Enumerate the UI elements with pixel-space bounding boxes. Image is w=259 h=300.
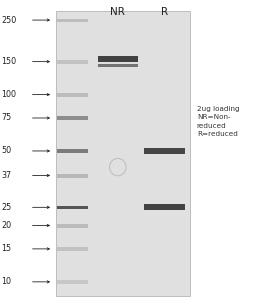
- Text: 150: 150: [1, 57, 16, 66]
- Bar: [57, 60, 88, 64]
- Bar: [57, 206, 88, 209]
- Bar: [56, 11, 190, 296]
- Text: 37: 37: [1, 171, 11, 180]
- Text: 2ug loading
NR=Non-
reduced
R=reduced: 2ug loading NR=Non- reduced R=reduced: [197, 106, 240, 137]
- Bar: [57, 149, 88, 153]
- Bar: [57, 248, 88, 251]
- Bar: [57, 93, 88, 97]
- Text: 25: 25: [1, 203, 12, 212]
- Text: 50: 50: [1, 146, 11, 155]
- Text: 10: 10: [1, 278, 11, 286]
- Text: 15: 15: [1, 244, 11, 253]
- Bar: [98, 56, 138, 62]
- Bar: [145, 204, 185, 210]
- Bar: [57, 280, 88, 284]
- Text: 100: 100: [1, 90, 16, 99]
- Text: 20: 20: [1, 221, 11, 230]
- Text: NR: NR: [110, 7, 125, 16]
- Text: 250: 250: [1, 16, 17, 25]
- Bar: [57, 224, 88, 228]
- Text: 75: 75: [1, 113, 12, 122]
- Bar: [57, 116, 88, 120]
- Bar: [57, 19, 88, 22]
- Bar: [57, 174, 88, 178]
- Text: R: R: [161, 7, 168, 16]
- Bar: [145, 148, 185, 154]
- Bar: [98, 64, 138, 67]
